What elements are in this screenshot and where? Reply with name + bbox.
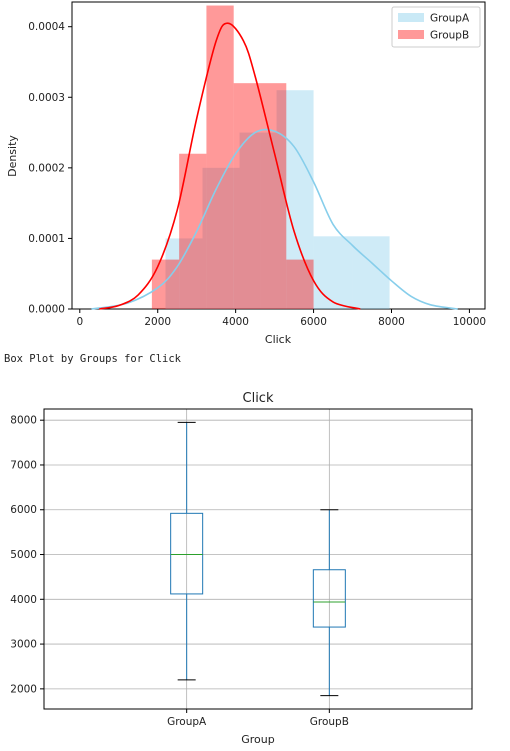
y-tick-label: 8000 [10, 415, 37, 427]
histogram-x-ticks: 0 2000 4000 6000 8000 10000 [76, 309, 486, 328]
histogram-legend: GroupA GroupB [391, 6, 481, 48]
y-tick-label: 6000 [10, 504, 37, 516]
box-groupb [312, 509, 346, 697]
box-groupa [170, 421, 204, 681]
hist-bar-groupb-2 [206, 5, 234, 309]
x-tick-label: 2000 [144, 316, 171, 328]
density-histogram-chart: 0 2000 4000 6000 8000 10000 0.00000.00010.000… [6, 1, 486, 346]
y-tick-label: 5000 [10, 549, 37, 561]
interquartile-box [170, 512, 204, 595]
hist-bar-groupa-2 [239, 132, 277, 309]
histogram-plot-area [71, 1, 486, 310]
x-tick-label: 10000 [453, 316, 486, 328]
legend-box [391, 6, 481, 48]
boxplot-plot-area [43, 408, 473, 710]
x-tick-label: GroupA [167, 716, 207, 728]
legend-label-groupb: GroupB [430, 30, 469, 42]
legend-swatch-groupa [398, 13, 424, 22]
x-tick-label: 0 [76, 316, 83, 328]
y-tick-label: 0.0003 [28, 92, 65, 104]
y-tick-label: 0.0001 [28, 233, 65, 245]
hist-bar-groupb-0 [151, 259, 180, 309]
box-plot-chart: Click 2000 3000 4000 5000 6000 7000 8000 Group… [10, 391, 473, 746]
boxplot-caption: Box Plot by Groups for Click [4, 353, 182, 365]
x-tick-label: 4000 [222, 316, 249, 328]
boxplot-boxes [170, 421, 346, 697]
hist-bar-groupb-1 [179, 153, 207, 309]
y-tick-label: 0.0004 [28, 21, 65, 33]
boxplot-gridlines [44, 409, 472, 709]
y-tick-label: 7000 [10, 459, 37, 471]
kde-curves [91, 22, 458, 310]
y-tick-label: 2000 [10, 683, 37, 695]
boxplot-y-ticks: 2000 3000 4000 5000 6000 7000 8000 [10, 415, 44, 695]
kde-curve-groupb [99, 22, 361, 310]
x-tick-label: 6000 [300, 316, 327, 328]
boxplot-x-ticks: GroupA GroupB [167, 709, 349, 728]
y-tick-label: 0.0002 [28, 162, 65, 174]
histogram-y-axis-label: Density [6, 135, 19, 177]
boxplot-x-axis-label: Group [241, 733, 275, 746]
hist-bar-groupb-5 [286, 259, 314, 309]
kde-curve-groupa [91, 128, 458, 310]
boxplot-title: Click [243, 391, 274, 406]
y-tick-label: 4000 [10, 594, 37, 606]
interquartile-box [312, 569, 346, 628]
hist-bar-groupa-5 [352, 236, 390, 309]
hist-bar-groupb-4 [260, 83, 287, 309]
y-tick-label: 0.0000 [28, 304, 65, 316]
legend-swatch-groupb [398, 30, 424, 39]
y-tick-label: 3000 [10, 639, 37, 651]
hist-bar-groupb-3 [233, 83, 261, 309]
histogram-x-axis-label: Click [265, 333, 292, 346]
histogram-bars [151, 5, 390, 310]
x-tick-label: GroupB [310, 716, 349, 728]
histogram-y-ticks: 0.0000 0.0001 0.0002 0.0003 0.0004 [28, 21, 72, 316]
x-tick-label: 8000 [378, 316, 405, 328]
legend-label-groupa: GroupA [430, 13, 470, 25]
hist-bar-groupa-4 [313, 236, 353, 309]
hist-bar-groupa-3 [276, 90, 314, 310]
hist-bar-groupa-1 [202, 167, 240, 309]
